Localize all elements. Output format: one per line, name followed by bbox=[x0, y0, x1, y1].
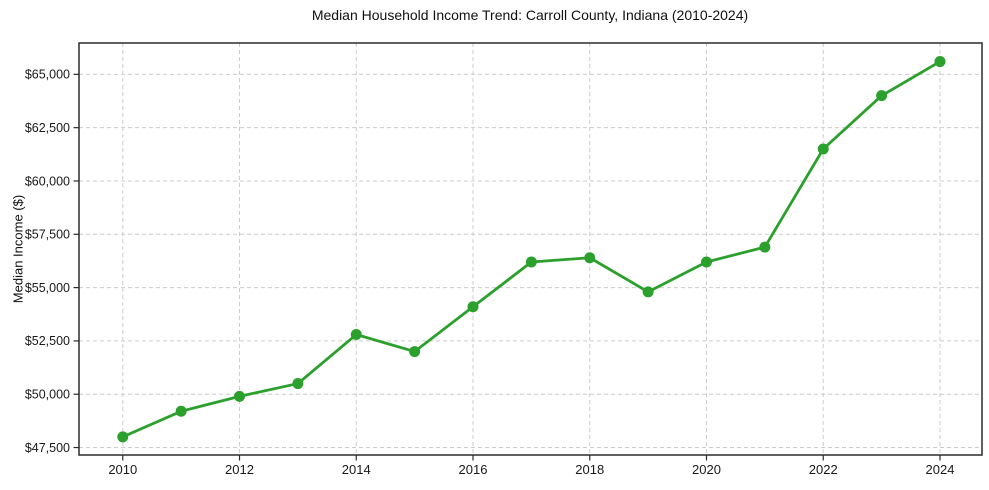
y-tick-label: $65,000 bbox=[25, 68, 70, 82]
data-point-2022 bbox=[817, 143, 829, 155]
data-point-2021 bbox=[759, 241, 771, 253]
y-tick-label: $55,000 bbox=[25, 281, 70, 295]
x-tick-label: 2020 bbox=[692, 462, 721, 477]
x-tick-label: 2010 bbox=[108, 462, 137, 477]
data-point-2019 bbox=[642, 286, 654, 298]
y-tick-label: $52,500 bbox=[25, 334, 70, 348]
plot-border bbox=[78, 42, 983, 456]
data-point-2017 bbox=[525, 256, 537, 268]
data-point-2018 bbox=[584, 252, 596, 264]
x-tick-label: 2022 bbox=[809, 462, 838, 477]
data-point-2015 bbox=[409, 346, 421, 358]
x-tick-label: 2014 bbox=[342, 462, 371, 477]
data-point-2014 bbox=[350, 329, 362, 341]
x-tick-label: 2018 bbox=[575, 462, 604, 477]
chart-title: Median Household Income Trend: Carroll C… bbox=[311, 7, 749, 23]
x-tick-label: 2024 bbox=[926, 462, 955, 477]
x-tick-label: 2012 bbox=[225, 462, 254, 477]
data-point-2020 bbox=[700, 256, 712, 268]
data-point-2012 bbox=[234, 390, 246, 402]
y-tick-label: $60,000 bbox=[25, 174, 70, 188]
data-point-2016 bbox=[467, 301, 479, 313]
data-point-2013 bbox=[292, 378, 304, 390]
data-point-2010 bbox=[117, 431, 129, 443]
data-point-2011 bbox=[175, 405, 187, 417]
trend-line bbox=[121, 60, 942, 439]
y-tick-label: $47,500 bbox=[25, 441, 70, 455]
x-tick-label: 2016 bbox=[459, 462, 488, 477]
y-tick-label: $57,500 bbox=[25, 228, 70, 242]
y-tick-label: $62,500 bbox=[25, 121, 70, 135]
y-tick-label: $50,000 bbox=[25, 388, 70, 402]
data-point-2023 bbox=[876, 90, 888, 102]
data-point-2024 bbox=[934, 56, 946, 68]
